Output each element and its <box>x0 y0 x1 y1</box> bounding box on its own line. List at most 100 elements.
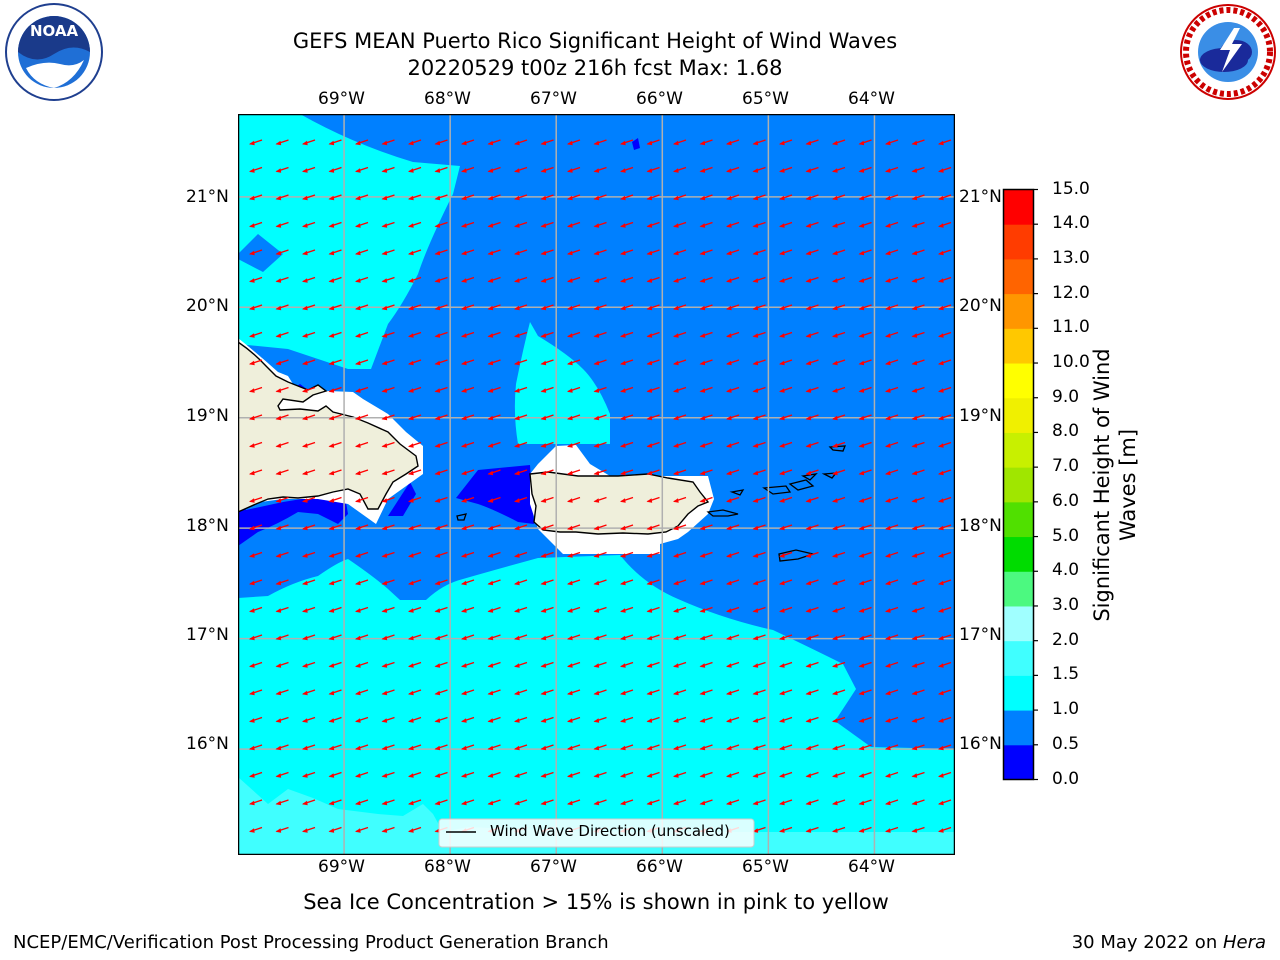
wave-direction-arrow <box>487 359 501 366</box>
wave-direction-arrow <box>593 194 607 201</box>
lon-tick-bottom: 68°W <box>424 857 471 877</box>
lat-tick-right: 18°N <box>959 516 1002 536</box>
wave-direction-arrow <box>249 661 263 668</box>
wave-direction-arrow <box>832 551 846 558</box>
wave-direction-arrow <box>487 139 501 146</box>
wave-direction-arrow <box>726 606 740 613</box>
wave-direction-arrow <box>355 689 369 696</box>
wave-direction-arrow <box>779 771 793 778</box>
colorbar-tick-label: 15.0 <box>1052 178 1090 199</box>
lat-tick-right: 20°N <box>959 296 1002 316</box>
colorbar-tick-label: 1.0 <box>1052 699 1080 720</box>
wave-direction-arrow <box>832 331 846 338</box>
wave-direction-arrow <box>408 276 422 283</box>
wave-direction-arrow <box>885 359 899 366</box>
wave-direction-arrow <box>938 496 952 503</box>
wave-direction-arrow <box>832 304 846 311</box>
wave-direction-arrow <box>646 194 660 201</box>
wave-direction-arrow <box>302 799 316 806</box>
wave-direction-arrow <box>911 166 925 173</box>
wave-direction-arrow <box>938 606 952 613</box>
wave-direction-arrow <box>620 661 634 668</box>
wave-direction-arrow <box>408 304 422 311</box>
wave-direction-arrow <box>328 826 342 833</box>
wave-direction-arrow <box>911 496 925 503</box>
wave-direction-arrow <box>885 304 899 311</box>
wave-direction-arrow <box>302 414 316 421</box>
wave-direction-arrow <box>275 634 289 641</box>
wave-direction-arrow <box>938 579 952 586</box>
wave-direction-arrow <box>487 386 501 393</box>
lon-tick-bottom: 67°W <box>530 857 577 877</box>
colorbar-tick-label: 10.0 <box>1052 352 1090 373</box>
wave-direction-arrow <box>514 661 528 668</box>
wave-direction-arrow <box>249 551 263 558</box>
wave-direction-arrow <box>858 771 872 778</box>
wave-direction-arrow <box>487 441 501 448</box>
wave-direction-arrow <box>381 689 395 696</box>
wave-direction-arrow <box>832 414 846 421</box>
colorbar-tick-label: 3.0 <box>1052 594 1080 615</box>
wave-direction-arrow <box>805 386 819 393</box>
wave-direction-arrow <box>805 579 819 586</box>
wave-direction-arrow <box>858 496 872 503</box>
wave-direction-arrow <box>911 744 925 751</box>
wave-direction-arrow <box>885 139 899 146</box>
wave-direction-arrow <box>275 386 289 393</box>
wave-direction-arrow <box>249 166 263 173</box>
wave-direction-arrow <box>381 276 395 283</box>
lat-tick-right: 16°N <box>959 734 1002 754</box>
wave-direction-arrow <box>487 744 501 751</box>
wave-direction-arrow <box>938 331 952 338</box>
wave-direction-arrow <box>593 359 607 366</box>
wave-direction-arrow <box>408 524 422 531</box>
wave-direction-arrow <box>938 276 952 283</box>
wave-direction-arrow <box>911 221 925 228</box>
legend-label: Wind Wave Direction (unscaled) <box>490 822 730 840</box>
wave-zone-0.0-0.5 <box>456 465 534 524</box>
wave-direction-arrow <box>593 304 607 311</box>
wave-direction-arrow <box>699 716 713 723</box>
wave-direction-arrow <box>699 139 713 146</box>
wave-direction-arrow <box>752 606 766 613</box>
wave-direction-arrow <box>461 606 475 613</box>
wave-direction-arrow <box>408 441 422 448</box>
wave-direction-arrow <box>275 194 289 201</box>
wave-direction-arrow <box>355 194 369 201</box>
wave-direction-arrow <box>699 799 713 806</box>
wave-direction-arrow <box>514 579 528 586</box>
wave-direction-arrow <box>461 771 475 778</box>
wave-direction-arrow <box>328 496 342 503</box>
colorbar-segment <box>1003 605 1034 642</box>
wave-direction-arrow <box>593 744 607 751</box>
wave-direction-arrow <box>726 359 740 366</box>
wave-direction-arrow <box>646 359 660 366</box>
wave-direction-arrow <box>593 634 607 641</box>
wave-direction-arrow <box>752 386 766 393</box>
wave-direction-arrow <box>620 606 634 613</box>
wave-direction-arrow <box>328 716 342 723</box>
wave-direction-arrow <box>646 524 660 531</box>
wave-direction-arrow <box>487 661 501 668</box>
wave-direction-arrow <box>593 166 607 173</box>
wave-direction-arrow <box>726 524 740 531</box>
wave-direction-arrow <box>832 359 846 366</box>
wave-direction-arrow <box>249 799 263 806</box>
wave-direction-arrow <box>540 551 554 558</box>
colorbar-segment <box>1003 675 1034 711</box>
wave-direction-arrow <box>302 304 316 311</box>
wave-direction-arrow <box>620 551 634 558</box>
wave-direction-arrow <box>514 331 528 338</box>
wave-direction-arrow <box>408 689 422 696</box>
wave-direction-arrow <box>858 441 872 448</box>
wave-direction-arrow <box>381 634 395 641</box>
wave-direction-arrow <box>275 826 289 833</box>
wave-direction-arrow <box>938 826 952 833</box>
wave-direction-arrow <box>938 634 952 641</box>
wave-direction-arrow <box>805 276 819 283</box>
wave-direction-arrow <box>752 276 766 283</box>
wave-direction-arrow <box>620 744 634 751</box>
wave-direction-arrow <box>593 276 607 283</box>
wave-direction-arrow <box>249 524 263 531</box>
wave-direction-arrow <box>514 634 528 641</box>
